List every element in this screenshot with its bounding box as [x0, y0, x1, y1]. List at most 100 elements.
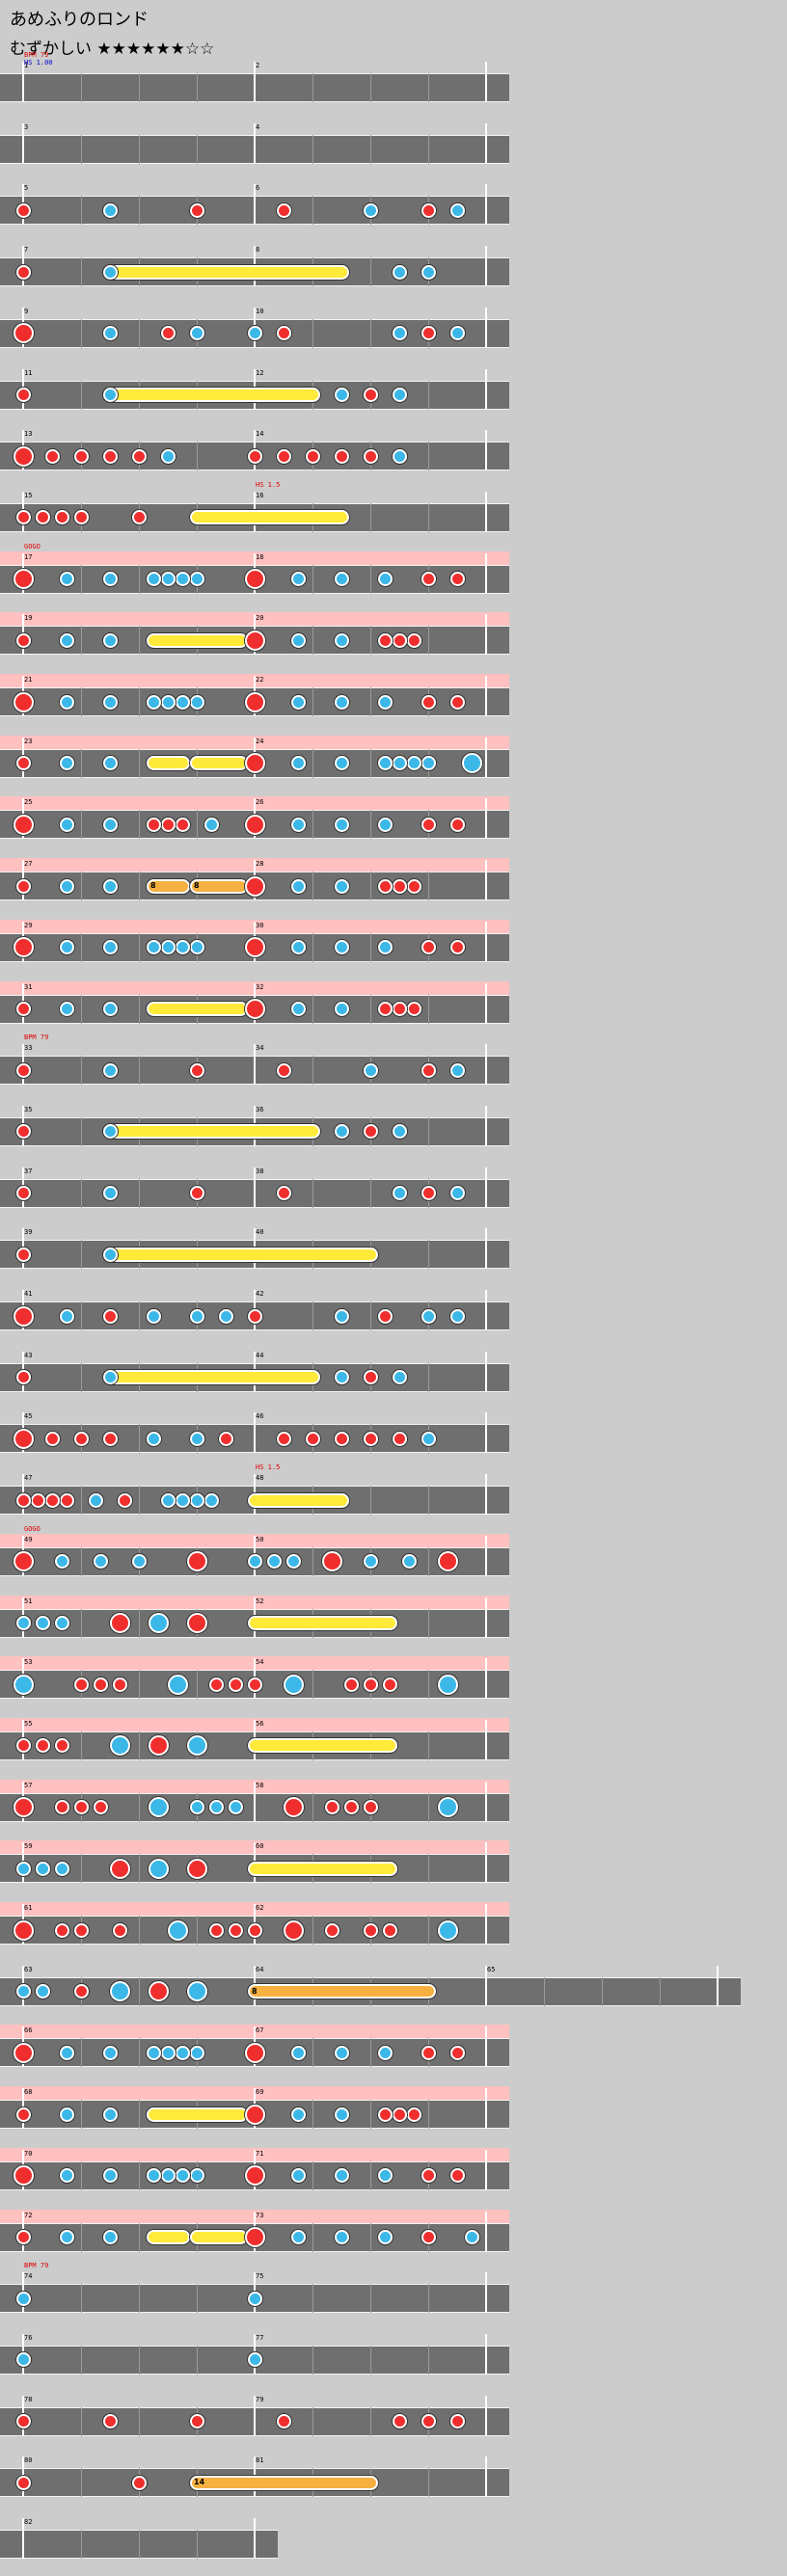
don-note [421, 572, 436, 587]
beat-line [81, 810, 82, 840]
chart-event: BPM 79 [24, 51, 49, 59]
don-note [392, 2106, 407, 2122]
big-don-note [283, 1919, 304, 1941]
ka-note [102, 1247, 118, 1262]
don-note [421, 2230, 436, 2244]
bar-line [22, 62, 24, 102]
don-note [363, 1370, 378, 1385]
ka-note [204, 1492, 219, 1508]
bar-line [485, 1842, 487, 1884]
beat-line [81, 687, 82, 716]
big-don-note [186, 1858, 207, 1879]
ka-note [189, 1431, 204, 1446]
beat-line [81, 1240, 82, 1270]
beat-line [139, 1486, 140, 1516]
beat-line [197, 2530, 198, 2559]
ka-note [401, 1554, 417, 1570]
don-note [382, 1677, 397, 1692]
beat-line [81, 2468, 82, 2498]
don-note [73, 1677, 89, 1692]
don-note [15, 1370, 31, 1385]
measure-number: 72 [24, 2211, 33, 2219]
measure-number: 29 [24, 921, 33, 929]
ka-note [160, 2168, 176, 2184]
don-note [15, 2414, 31, 2429]
don-note [112, 1922, 127, 1938]
beat-line [81, 318, 82, 348]
beat-line [312, 1546, 313, 1576]
don-note [392, 1002, 407, 1016]
ka-note [59, 817, 74, 832]
big-don-note [13, 691, 34, 712]
bar-line [254, 1412, 256, 1454]
don-note [276, 448, 291, 464]
don-note [15, 1247, 31, 1262]
measure-number: 48 [256, 1474, 264, 1483]
don-note [15, 878, 31, 894]
don-note [73, 1431, 89, 1446]
ka-note [102, 940, 118, 955]
ka-note [290, 2106, 306, 2122]
measure-number: 26 [256, 798, 264, 807]
chart-row: 49 GOGO 50 [0, 1525, 509, 1576]
ka-note [392, 1186, 407, 1201]
ka-note [59, 2106, 74, 2122]
don-note [131, 2475, 147, 2490]
don-note [421, 940, 436, 955]
measure-number: 76 [24, 2333, 33, 2342]
don-note [421, 2045, 436, 2060]
big-don-note [244, 753, 265, 774]
big-don-note [186, 1613, 207, 1633]
ka-note [334, 694, 349, 710]
don-note [59, 1492, 74, 1508]
bar-line [485, 921, 487, 962]
ka-note [334, 878, 349, 894]
measure-number: 45 [24, 1412, 33, 1421]
ka-note [175, 2045, 190, 2060]
ka-note [290, 572, 306, 587]
beat-line [312, 564, 313, 594]
measure-number: 3 [24, 122, 29, 131]
beat-line [428, 2100, 429, 2130]
chart-row: 9 10 [0, 306, 509, 348]
ka-note [189, 1492, 204, 1508]
don-note [324, 1800, 339, 1815]
big-don-note [13, 323, 34, 344]
bar-line [485, 491, 487, 532]
measure-number: 2 [256, 62, 260, 69]
bar-line [485, 246, 487, 287]
don-note [392, 632, 407, 648]
don-note [449, 2045, 465, 2060]
beat-line [81, 1486, 82, 1516]
beat-line [81, 994, 82, 1024]
measure-number: 69 [256, 2088, 264, 2097]
beat-line [81, 2038, 82, 2068]
don-note [247, 1922, 262, 1938]
beat-line [197, 810, 198, 840]
measure-number: 73 [256, 2211, 264, 2219]
ka-note [15, 1861, 31, 1876]
balloon [189, 2475, 378, 2490]
ka-note [15, 1984, 31, 1999]
ka-note [334, 2106, 349, 2122]
beat-line [81, 2406, 82, 2436]
bar-line [485, 1597, 487, 1638]
chart-row: 66 67 [0, 2025, 509, 2068]
drumroll [146, 2106, 248, 2122]
measure-number: 52 [256, 1597, 264, 1605]
beat-line [139, 2038, 140, 2068]
ka-note [160, 1492, 176, 1508]
don-note [15, 632, 31, 648]
measure-number: 5 [24, 184, 29, 193]
beat-line [139, 134, 140, 164]
big-don-note [13, 445, 34, 467]
don-note [363, 1922, 378, 1938]
ka-note [421, 264, 436, 280]
ka-note [160, 572, 176, 587]
beat-line [81, 748, 82, 778]
ka-note [175, 1492, 190, 1508]
don-note [208, 1677, 224, 1692]
don-note [189, 1186, 204, 1201]
